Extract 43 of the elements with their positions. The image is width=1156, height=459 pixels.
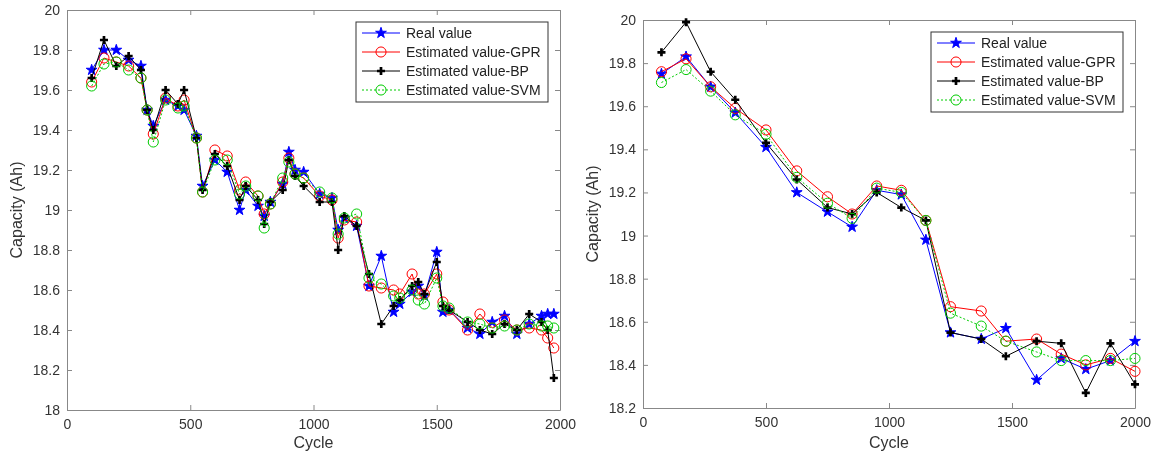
- y-tick-label: 18.4: [608, 356, 637, 373]
- x-tick-label: 0: [63, 415, 72, 432]
- y-tick-label: 19.2: [32, 161, 61, 178]
- y-tick-label: 19.6: [608, 98, 637, 115]
- legend-label: Estimated value-BP: [406, 63, 529, 79]
- y-tick-label: 19.4: [608, 141, 637, 158]
- x-tick-label: 0: [639, 413, 648, 430]
- y-tick-label: 18.8: [608, 270, 637, 287]
- x-axis-title: Cycle: [868, 434, 910, 451]
- x-tick-label: 2000: [1119, 413, 1152, 430]
- x-axis-title: Cycle: [293, 434, 334, 451]
- x-tick-label: 1000: [298, 415, 330, 432]
- legend-label: Real value: [406, 25, 473, 41]
- x-tick-label: 2000: [544, 415, 577, 432]
- y-tick-label: 18: [44, 401, 61, 418]
- y-tick-label: 18.4: [32, 321, 61, 338]
- legend-label: Estimated value-GPR: [981, 54, 1116, 70]
- legend-label: Estimated value-GPR: [406, 44, 541, 60]
- legend-label: Estimated value-SVM: [406, 82, 541, 98]
- y-axis-title: Capacity (Ah): [584, 165, 601, 263]
- y-tick-label: 18.6: [608, 313, 637, 330]
- y-tick-label: 19: [620, 227, 637, 244]
- y-tick-label: 19.2: [608, 184, 637, 201]
- y-tick-label: 19.8: [608, 55, 637, 72]
- legend-label: Real value: [981, 35, 1048, 51]
- legend-label: Estimated value-BP: [981, 73, 1104, 89]
- y-tick-label: 18.6: [32, 281, 61, 298]
- y-tick-label: 18.8: [32, 241, 61, 258]
- y-tick-label: 19.6: [32, 81, 61, 98]
- legend-label: Estimated value-SVM: [981, 92, 1116, 108]
- x-tick-label: 1500: [996, 413, 1029, 430]
- y-tick-label: 19: [44, 201, 61, 218]
- x-tick-label: 1500: [421, 415, 454, 432]
- y-tick-label: 18.2: [32, 361, 61, 378]
- x-tick-label: 1000: [873, 413, 906, 430]
- y-tick-label: 20: [620, 11, 637, 28]
- y-axis-title: Capacity (Ah): [8, 161, 25, 259]
- x-tick-label: 500: [179, 415, 203, 432]
- y-tick-label: 20: [44, 1, 61, 18]
- x-tick-label: 500: [754, 413, 779, 430]
- y-tick-label: 19.8: [32, 41, 61, 58]
- y-tick-label: 18.2: [608, 399, 637, 416]
- y-tick-label: 19.4: [32, 121, 61, 138]
